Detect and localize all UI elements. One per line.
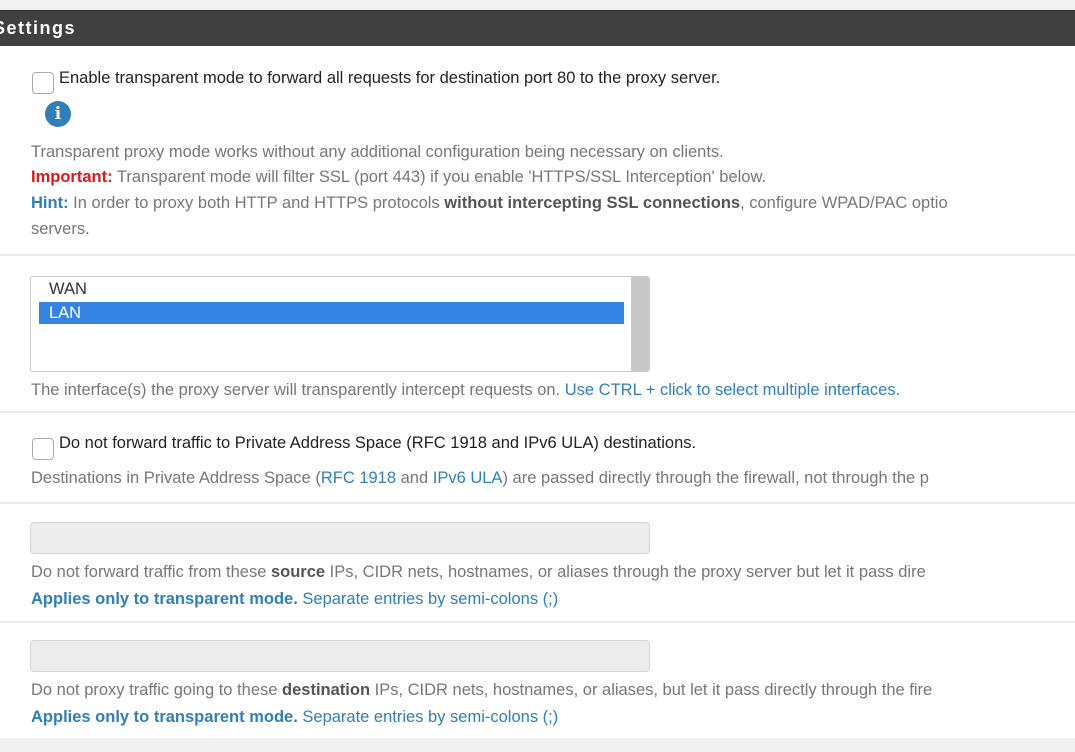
interfaces-help-link: Use CTRL + click to select multiple inte…: [564, 381, 901, 399]
help-bold: destination: [282, 681, 371, 699]
help-bold: source: [270, 563, 326, 581]
help-text: Do not forward traffic from these: [31, 563, 271, 581]
transparent-mode-checkbox[interactable]: [32, 72, 54, 94]
interfaces-listbox[interactable]: WAN LAN: [30, 276, 650, 372]
help-text: and: [396, 469, 433, 487]
applies-bold: Applies only to transparent mode.: [31, 708, 298, 726]
applies-text: Separate entries by semi-colons (;): [297, 590, 559, 608]
interfaces-help: The interface(s) the proxy server will t…: [31, 381, 900, 400]
help-text: IPs, CIDR nets, hostnames, or aliases th…: [325, 563, 926, 581]
info-circle-icon[interactable]: i: [45, 101, 71, 127]
page-background: [0, 0, 1075, 10]
important-text: Transparent mode will filter SSL (port 4…: [112, 168, 767, 186]
help-text: ) are passed directly through the firewa…: [502, 469, 929, 487]
hint-text1: In order to proxy both HTTP and HTTPS pr…: [68, 194, 445, 212]
important-label: Important:: [31, 168, 113, 186]
applies-bold: Applies only to transparent mode.: [31, 590, 298, 608]
hint-label: Hint:: [31, 194, 69, 212]
bypass-destination-input[interactable]: [30, 640, 650, 672]
interfaces-help-text: The interface(s) the proxy server will t…: [31, 381, 565, 399]
divider: [0, 502, 1075, 504]
hint-bold: without intercepting SSL connections: [444, 194, 741, 212]
bypass-destination-help: Do not proxy traffic going to these dest…: [31, 681, 932, 700]
help-text: Destinations in Private Address Space (: [31, 469, 321, 487]
ipv6-ula-link[interactable]: IPv6 ULA: [432, 469, 503, 487]
section-header: Settings: [0, 10, 1075, 47]
divider: [0, 411, 1075, 413]
private-space-label[interactable]: Do not forward traffic to Private Addres…: [59, 434, 697, 452]
divider: [0, 621, 1075, 623]
applies-text: Separate entries by semi-colons (;): [297, 708, 559, 726]
rfc1918-link[interactable]: RFC 1918: [320, 469, 397, 487]
bypass-destination-applies: Applies only to transparent mode. Separa…: [31, 708, 558, 727]
interface-option-lan[interactable]: LAN: [39, 302, 624, 324]
transparent-important-line: Important: Transparent mode will filter …: [31, 168, 766, 187]
bypass-source-applies: Applies only to transparent mode. Separa…: [31, 590, 558, 609]
transparent-mode-label[interactable]: Enable transparent mode to forward all r…: [59, 69, 721, 87]
transparent-hint-line2: servers.: [31, 220, 90, 238]
listbox-scrollbar[interactable]: [631, 277, 649, 371]
hint-text2: , configure WPAD/PAC optio: [740, 194, 948, 212]
interface-option-wan[interactable]: WAN: [49, 280, 87, 298]
bypass-source-help: Do not forward traffic from these source…: [31, 563, 926, 582]
transparent-help-line1: Transparent proxy mode works without any…: [31, 143, 724, 161]
section-title: Settings: [0, 18, 77, 38]
bypass-source-input[interactable]: [30, 522, 650, 554]
divider: [0, 254, 1075, 256]
transparent-hint-line: Hint: In order to proxy both HTTP and HT…: [31, 194, 948, 213]
private-space-checkbox[interactable]: [32, 438, 54, 460]
help-text: IPs, CIDR nets, hostnames, or aliases, b…: [370, 681, 933, 699]
help-text: Do not proxy traffic going to these: [31, 681, 283, 699]
private-space-help: Destinations in Private Address Space (R…: [31, 469, 929, 488]
